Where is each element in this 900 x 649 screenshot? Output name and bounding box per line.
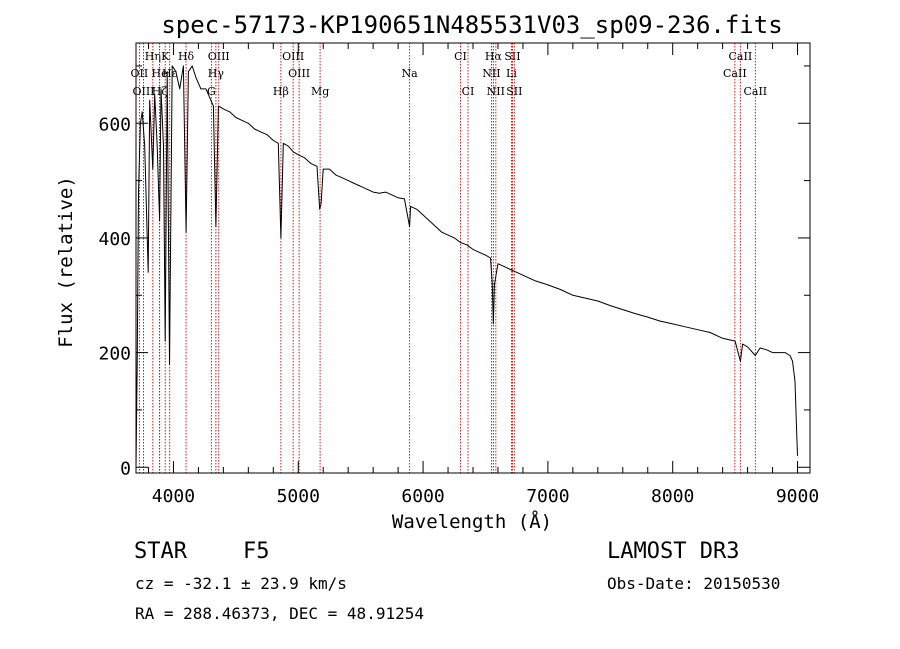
spectral-line-label: Hβ	[273, 85, 289, 98]
spectral-line-label: G	[207, 85, 216, 98]
spectral-line-label: OIII	[288, 67, 310, 80]
x-tick-label: 9000	[776, 486, 819, 507]
spectral-line-label: OIII	[132, 85, 154, 98]
spectral-line-label: Na	[402, 67, 419, 80]
spectral-line-label: OIII	[282, 50, 304, 63]
y-tick-label: 200	[98, 344, 131, 365]
y-axis-title: Flux (relative)	[55, 176, 77, 348]
object-class: STAR	[134, 539, 187, 564]
spectral-line-label: Hε	[162, 67, 178, 80]
coordinates: RA = 288.46373, DEC = 48.91254	[135, 604, 424, 623]
spectrum-chart: spec-57173-KP190651N485531V03_sp09-236.f…	[55, 11, 819, 533]
axis-ticks: 4000 5000 6000 7000 8000 9000 0 200 400 600	[98, 43, 819, 507]
spectrum-series	[135, 65, 798, 468]
x-tick-label: 7000	[526, 486, 569, 507]
x-tick-label: 5000	[277, 486, 320, 507]
spectrum-line	[135, 65, 798, 468]
chart-title: spec-57173-KP190651N485531V03_sp09-236.f…	[161, 11, 782, 39]
x-tick-label: 8000	[651, 486, 694, 507]
spectral-line-label: NII	[487, 85, 505, 98]
x-tick-label: 4000	[152, 486, 195, 507]
x-tick-label: 6000	[401, 486, 444, 507]
spectral-line-label: CI	[462, 85, 475, 98]
spectral-line-label: Mg	[311, 85, 329, 98]
spectral-line-label: Hη	[145, 50, 161, 63]
spectral-line-label: K	[161, 50, 170, 63]
spectral-line-label: NII	[482, 67, 500, 80]
observation-date: Obs-Date: 20150530	[607, 574, 781, 593]
spectral-line-label: CaII	[729, 50, 753, 63]
spectral-line-label: CI	[454, 50, 467, 63]
object-subclass: F5	[243, 539, 270, 564]
spectral-line-label: SII	[504, 50, 520, 63]
survey-name: LAMOST DR3	[607, 539, 740, 564]
redshift-cz: cz = -32.1 ± 23.9 km/s	[135, 574, 347, 593]
spectral-line-label: Hζ	[152, 85, 168, 98]
spectral-line-label: Hγ	[208, 67, 225, 80]
spectral-line-label: Hδ	[178, 50, 195, 63]
y-tick-label: 0	[120, 458, 131, 479]
spectral-line-label: Li	[506, 67, 517, 80]
spectral-line-label: Hα	[485, 50, 503, 63]
plot-frame	[135, 42, 811, 474]
spectral-line-label: OIII	[208, 50, 230, 63]
spectral-line-label: CaII	[723, 67, 747, 80]
y-tick-label: 400	[98, 229, 131, 250]
y-tick-label: 600	[98, 114, 131, 135]
x-axis-title: Wavelength (Å)	[392, 510, 552, 533]
spectral-line-label: CaII	[743, 85, 767, 98]
spectral-line-label: OII	[131, 67, 149, 80]
spectral-line-label: SII	[506, 85, 522, 98]
